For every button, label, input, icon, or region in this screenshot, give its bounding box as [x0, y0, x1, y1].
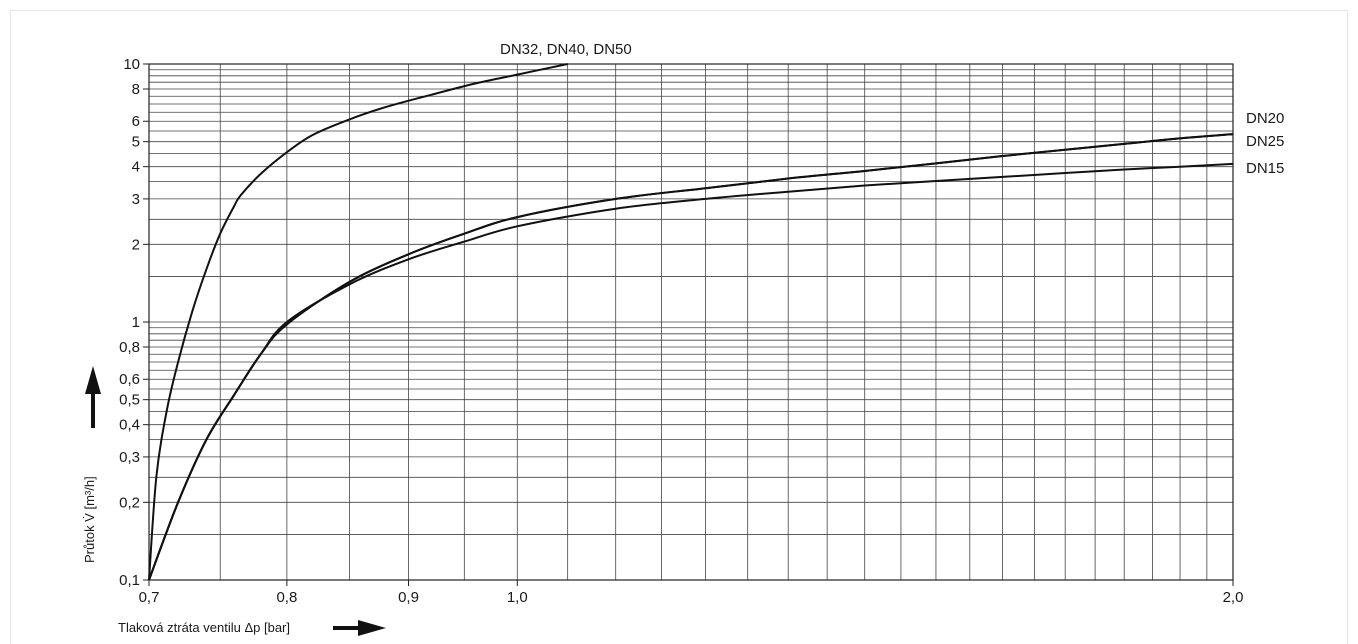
grid [149, 64, 1233, 580]
x-axis-arrow-icon [333, 620, 386, 636]
y-tick-label: 8 [132, 81, 140, 98]
x-tick-labels: 0,7 0,8 0,9 1,0 2,0 [139, 589, 1244, 606]
series-label: DN20 [1246, 110, 1284, 127]
y-tick-label: 0,5 [119, 392, 140, 409]
y-tick-label: 2 [132, 236, 140, 253]
y-tick-label: 0,8 [119, 339, 140, 356]
x-tick-label: 0,7 [139, 589, 160, 606]
x-tick-label: 0,9 [398, 589, 419, 606]
y-tick-label: 0,2 [119, 494, 140, 511]
y-tick-label: 0,1 [119, 572, 140, 589]
y-tick-label: 6 [132, 113, 140, 130]
y-tick-label: 0,6 [119, 371, 140, 388]
series-label: DN25 [1246, 133, 1284, 150]
axes [143, 64, 1233, 586]
series-label: DN32, DN40, DN50 [500, 41, 632, 58]
y-axis-arrow-icon [85, 366, 101, 428]
y-tick-label: 0,4 [119, 417, 140, 434]
x-tick-label: 1,0 [507, 589, 528, 606]
y-tick-label: 4 [132, 159, 140, 176]
y-tick-label: 1 [132, 314, 140, 331]
x-axis-title: Tlaková ztráta ventilu Δp [bar] [118, 620, 290, 635]
series-line [149, 164, 1233, 580]
series-labels: DN32, DN40, DN50 DN20 DN25 DN15 [500, 41, 1284, 177]
y-tick-label: 0,3 [119, 449, 140, 466]
x-tick-label: 0,8 [276, 589, 297, 606]
series-label: DN15 [1246, 160, 1284, 177]
y-axis-title: Průtok V̇ [m³/h] [82, 476, 97, 563]
x-tick-label: 2,0 [1223, 589, 1244, 606]
y-tick-label: 10 [123, 56, 140, 73]
y-tick-labels: 0,1 0,2 0,3 0,4 0,5 0,6 0,8 1 2 3 4 5 6 8 10 [119, 56, 140, 589]
y-tick-label: 3 [132, 191, 140, 208]
y-tick-label: 5 [132, 134, 140, 151]
